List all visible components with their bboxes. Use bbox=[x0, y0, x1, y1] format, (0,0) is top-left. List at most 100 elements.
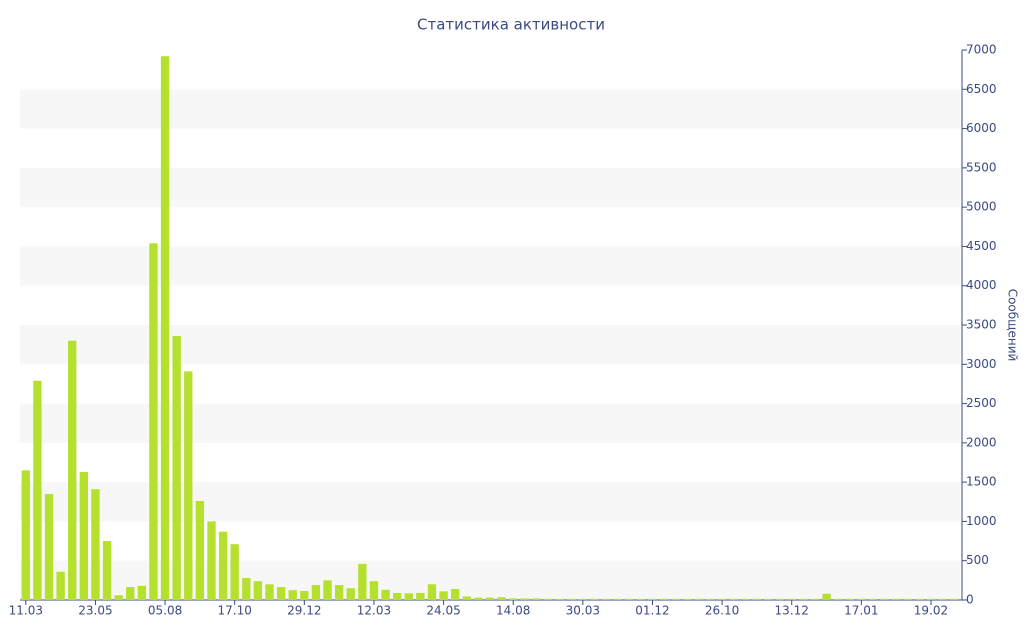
y-tick-label: 4500 bbox=[966, 239, 997, 253]
bar bbox=[149, 243, 158, 601]
bar bbox=[787, 598, 796, 600]
x-tick-label: 05.08 bbox=[148, 604, 182, 618]
bar bbox=[833, 598, 843, 600]
bar bbox=[891, 598, 901, 600]
chart-title: Статистика активности bbox=[417, 16, 605, 34]
x-tick-label: 13.12 bbox=[775, 604, 809, 618]
bar bbox=[880, 598, 889, 600]
bar bbox=[172, 336, 181, 600]
y-axis-label: Сообщений bbox=[1006, 289, 1020, 362]
bar bbox=[578, 598, 588, 600]
bar bbox=[636, 598, 646, 600]
bar bbox=[764, 598, 773, 600]
bar bbox=[485, 597, 495, 600]
bar bbox=[369, 581, 379, 600]
bar bbox=[625, 598, 634, 600]
bar bbox=[868, 598, 878, 600]
x-tick-label: 30.03 bbox=[566, 604, 600, 618]
bar bbox=[474, 597, 483, 600]
x-tick-label: 11.03 bbox=[9, 604, 43, 618]
bar bbox=[334, 585, 344, 600]
bar bbox=[102, 541, 112, 600]
y-tick-label: 6000 bbox=[966, 121, 997, 135]
x-tick-label: 17.10 bbox=[218, 604, 252, 618]
bar bbox=[810, 598, 820, 600]
y-tick-label: 5000 bbox=[966, 200, 997, 214]
bar bbox=[44, 493, 54, 600]
bar bbox=[137, 585, 147, 600]
bar bbox=[462, 596, 471, 600]
bar bbox=[845, 598, 854, 600]
bar bbox=[184, 371, 193, 600]
bar bbox=[323, 580, 332, 600]
bar bbox=[68, 340, 77, 600]
bar bbox=[126, 587, 135, 600]
bar bbox=[950, 598, 959, 600]
bar bbox=[33, 380, 42, 600]
bar bbox=[857, 598, 866, 600]
bar bbox=[822, 593, 831, 600]
bar bbox=[451, 589, 460, 600]
bar bbox=[567, 598, 576, 600]
bar bbox=[392, 592, 402, 600]
y-tick-label: 1500 bbox=[966, 475, 997, 489]
bar bbox=[683, 598, 692, 600]
bar bbox=[543, 598, 553, 600]
y-tick-label: 0 bbox=[966, 593, 974, 607]
bar bbox=[590, 598, 599, 600]
bar bbox=[427, 584, 437, 600]
bar bbox=[79, 471, 89, 600]
y-tick-label: 7000 bbox=[966, 43, 997, 57]
x-tick-label: 01.12 bbox=[635, 604, 669, 618]
x-tick-label: 23.05 bbox=[78, 604, 112, 618]
bar bbox=[532, 598, 541, 600]
bar bbox=[659, 598, 669, 600]
bar bbox=[404, 593, 413, 600]
bar bbox=[752, 598, 762, 600]
bar bbox=[601, 598, 611, 600]
bar bbox=[265, 584, 274, 600]
bar bbox=[799, 598, 808, 600]
bar bbox=[706, 598, 715, 600]
x-tick-label: 14.08 bbox=[496, 604, 530, 618]
bar bbox=[346, 588, 355, 600]
bar bbox=[938, 598, 947, 600]
bar bbox=[218, 531, 228, 600]
bar bbox=[741, 598, 750, 600]
bar bbox=[729, 598, 738, 600]
bar bbox=[926, 598, 936, 600]
bar bbox=[300, 590, 309, 600]
x-tick-label: 24.05 bbox=[426, 604, 460, 618]
bar bbox=[694, 598, 704, 600]
x-tick-label: 12.03 bbox=[357, 604, 391, 618]
y-tick-label: 3500 bbox=[966, 318, 997, 332]
bar bbox=[509, 598, 518, 600]
bar bbox=[416, 592, 425, 600]
bar bbox=[56, 571, 65, 600]
x-tick-label: 29.12 bbox=[287, 604, 321, 618]
bar bbox=[613, 598, 622, 600]
x-tick-label: 17.01 bbox=[844, 604, 878, 618]
bar bbox=[671, 598, 680, 600]
bar bbox=[21, 470, 30, 600]
y-tick-label: 2000 bbox=[966, 435, 997, 449]
y-tick-label: 500 bbox=[966, 553, 989, 567]
x-tick-label: 26.10 bbox=[705, 604, 739, 618]
bar bbox=[381, 589, 390, 600]
grid-band bbox=[20, 167, 960, 208]
bar bbox=[903, 598, 912, 600]
bar bbox=[439, 591, 448, 600]
y-tick-label: 3000 bbox=[966, 357, 997, 371]
bar bbox=[114, 595, 123, 600]
grid-band bbox=[20, 246, 960, 286]
bar bbox=[520, 598, 529, 600]
bar bbox=[253, 581, 263, 600]
bar bbox=[717, 598, 727, 600]
grid-band bbox=[20, 89, 960, 129]
bar bbox=[497, 597, 506, 600]
y-tick-label: 2500 bbox=[966, 396, 997, 410]
bar bbox=[311, 585, 321, 600]
bar bbox=[242, 578, 251, 600]
bar bbox=[648, 598, 657, 600]
